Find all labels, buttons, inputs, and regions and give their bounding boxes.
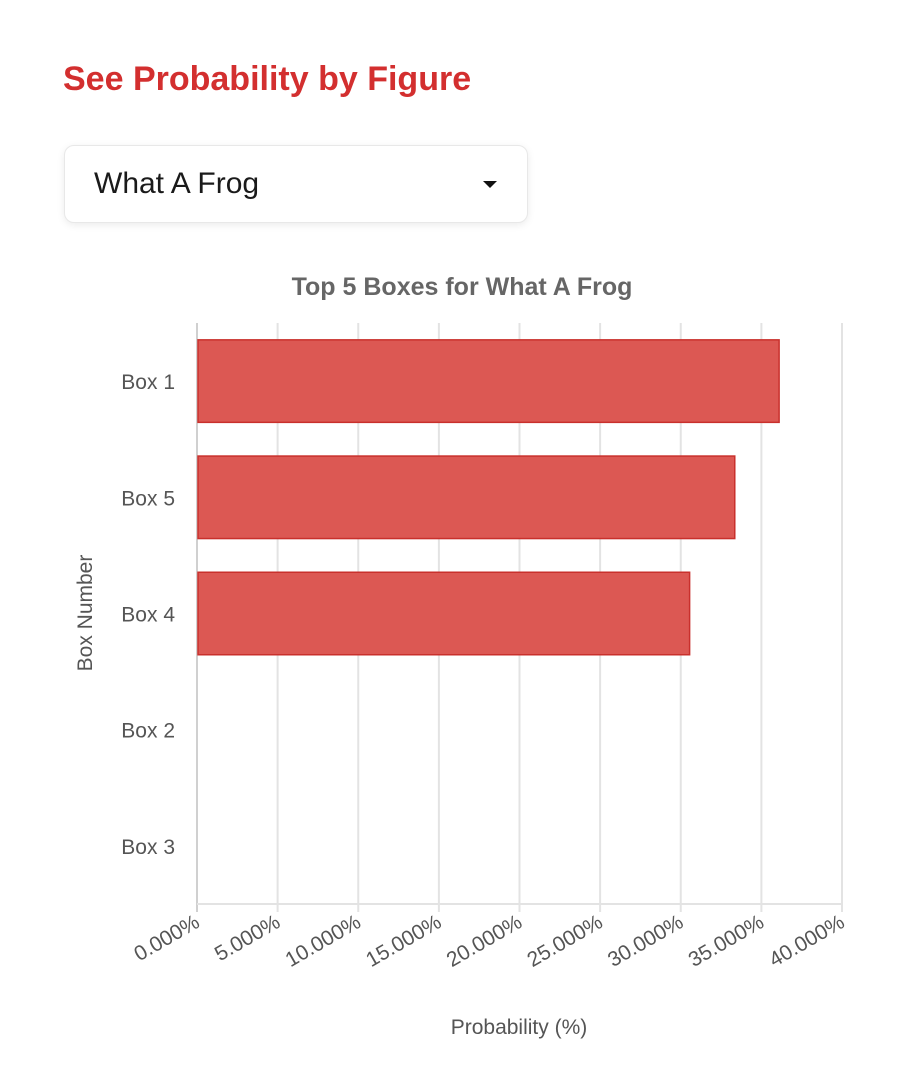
x-axis-label: Probability (%) (451, 1016, 588, 1039)
bars (197, 339, 780, 656)
y-tick-labels: Box 1 Box 5 Box 4 Box 2 Box 3 (121, 371, 175, 859)
x-tick-labels: 0.000% 5.000%10.000%15.000%20.000%25.000%… (130, 910, 848, 971)
y-tick-label: Box 3 (121, 836, 175, 859)
x-tick-label: 15.000% (362, 910, 445, 971)
y-axis-label: Box Number (74, 555, 97, 672)
x-tick-label: 0.000% (130, 910, 203, 966)
figure-select[interactable]: What A Frog (64, 145, 528, 223)
page-heading: See Probability by Figure (63, 60, 472, 98)
chart-title: Top 5 Boxes for What A Frog (292, 273, 633, 301)
x-tick-label: 35.000% (685, 910, 768, 971)
bar[interactable] (197, 571, 691, 656)
x-tick-label: 25.000% (523, 910, 606, 971)
y-tick-label: Box 4 (121, 604, 175, 627)
bar[interactable] (197, 339, 780, 424)
y-tick-label: Box 5 (121, 487, 175, 510)
x-tick-label: 10.000% (281, 910, 364, 971)
figure-select-value: What A Frog (94, 167, 260, 200)
bar[interactable] (197, 455, 736, 540)
x-tick-label: 5.000% (211, 910, 284, 966)
x-tick-label: 20.000% (443, 910, 526, 971)
caret-down-icon (483, 180, 497, 188)
x-tick-label: 40.000% (765, 910, 848, 971)
y-tick-label: Box 1 (121, 371, 175, 394)
chart-container: Top 5 Boxes for What A Frog Box 1 Box 5 Bo… (0, 250, 902, 1072)
x-tick-label: 30.000% (604, 910, 687, 971)
y-tick-label: Box 2 (121, 720, 175, 743)
